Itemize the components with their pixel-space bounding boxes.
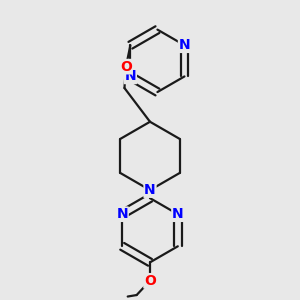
Text: O: O <box>120 60 132 74</box>
Text: N: N <box>116 207 128 221</box>
Text: O: O <box>144 274 156 288</box>
Text: N: N <box>124 69 136 83</box>
Text: N: N <box>172 207 184 221</box>
Text: N: N <box>178 38 190 52</box>
Text: N: N <box>144 183 156 197</box>
